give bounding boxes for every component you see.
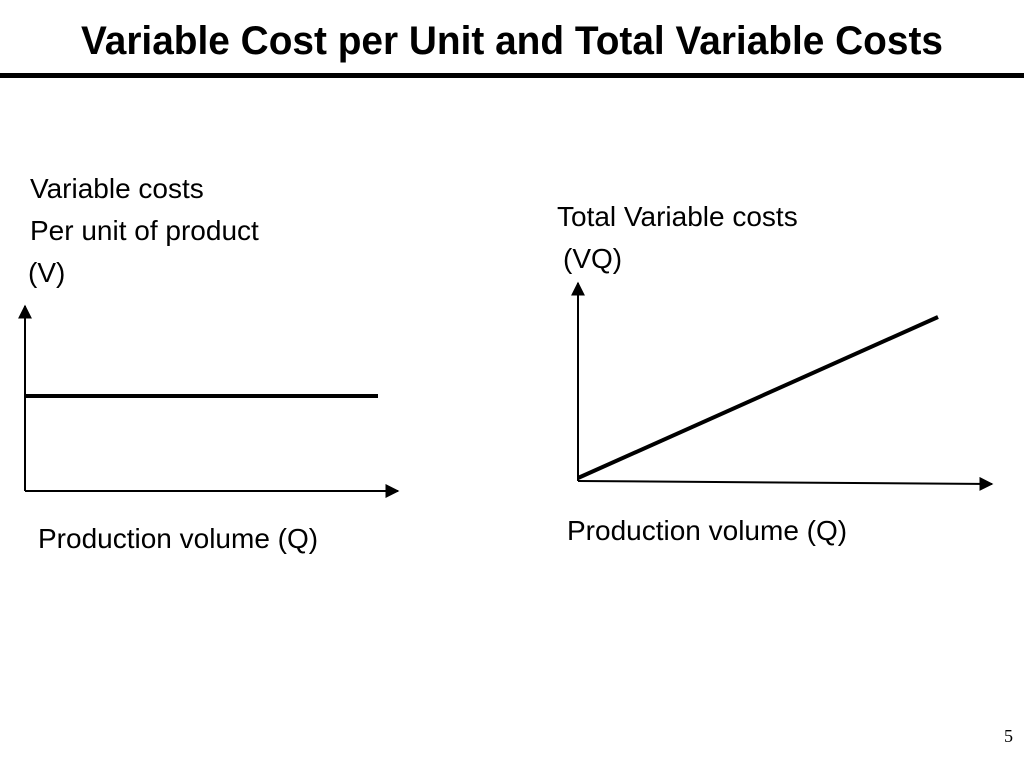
diagram-variable-cost-per-unit: Variable costs Per unit of product (V) P… [18,173,400,554]
slide-title: Variable Cost per Unit and Total Variabl… [81,19,943,63]
diagram-total-variable-costs: Total Variable costs (VQ) Production vol… [557,201,994,546]
y-axis-label: (VQ) [563,243,622,274]
page-number: 5 [1004,726,1013,746]
y-axis-label: (V) [28,257,65,288]
y-axis-label: Variable costs [30,173,204,204]
x-axis-label: Production volume (Q) [567,515,847,546]
y-axis-label: Per unit of product [30,215,259,246]
y-axis-label: Total Variable costs [557,201,798,232]
x-axis [577,476,994,491]
title-rule [0,73,1024,78]
x-axis-label: Production volume (Q) [38,523,318,554]
rising-cost-line [577,315,939,480]
